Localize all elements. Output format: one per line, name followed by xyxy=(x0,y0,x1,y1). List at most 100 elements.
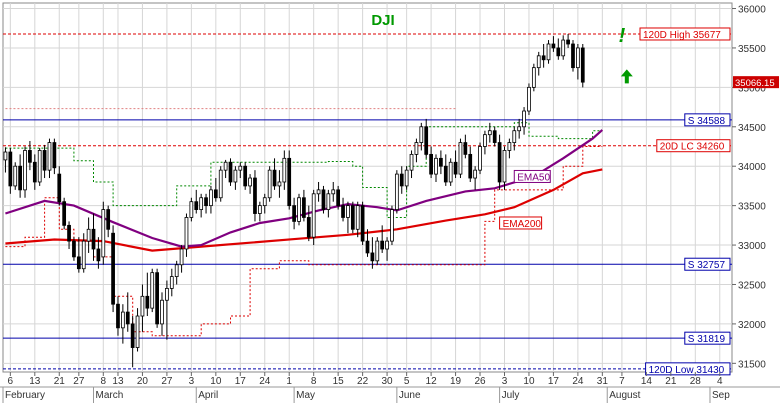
candle-body xyxy=(165,288,169,301)
x-tick-label: 7 xyxy=(619,376,625,387)
candle-body xyxy=(218,169,223,199)
arrow-up-icon xyxy=(620,69,633,84)
candle-body xyxy=(292,205,296,222)
trail-red-line xyxy=(5,146,603,337)
level-label-box xyxy=(645,362,731,376)
candle-body xyxy=(76,256,81,270)
candle-body xyxy=(257,205,262,214)
candle-body xyxy=(297,197,301,222)
candle-body xyxy=(209,189,213,207)
month-label: February xyxy=(5,390,45,401)
candle-body xyxy=(439,157,443,167)
candle-body xyxy=(204,197,208,207)
x-tick-label: 1 xyxy=(286,376,292,387)
candle-body xyxy=(116,303,120,329)
candle-body xyxy=(355,205,360,230)
x-tick-label: 31 xyxy=(597,376,609,387)
x-tick-label: 8 xyxy=(311,376,317,387)
y-tick-label: 34000 xyxy=(738,162,766,173)
y-tick-label: 35500 xyxy=(738,44,766,55)
candle-body xyxy=(13,165,18,187)
candle-body xyxy=(160,299,164,325)
series-label: EMA200 xyxy=(503,219,542,230)
candle-body xyxy=(399,173,404,187)
candle-body xyxy=(3,151,8,161)
y-tick-label: 31500 xyxy=(738,359,766,370)
candle-body xyxy=(434,157,438,175)
candle-body xyxy=(184,217,189,250)
candle-body xyxy=(42,150,47,171)
x-tick-label: 8 xyxy=(101,376,107,387)
candle-body xyxy=(409,153,414,171)
candle-body xyxy=(419,126,424,143)
candle-body xyxy=(546,43,551,61)
candle-body xyxy=(62,201,67,226)
candle-body xyxy=(502,150,507,183)
x-tick-label: 19 xyxy=(450,376,462,387)
level-label: 120D High 35677 xyxy=(643,30,721,41)
x-tick-label: 4 xyxy=(717,376,723,387)
candle-body xyxy=(155,272,159,325)
candle-body xyxy=(463,142,468,155)
candle-body xyxy=(370,252,375,262)
candle-body xyxy=(443,165,448,183)
candle-body xyxy=(111,232,115,305)
candle-body xyxy=(390,209,394,242)
level-label: 20D LC 34260 xyxy=(660,142,725,153)
series-label-box xyxy=(513,169,551,183)
candle-body xyxy=(365,240,370,254)
month-label: Sep xyxy=(712,390,730,401)
level-label: S 31819 xyxy=(688,334,726,345)
y-tick-label: 33000 xyxy=(738,241,766,252)
candle-body xyxy=(282,157,287,183)
candle-body xyxy=(350,205,355,230)
candle-body xyxy=(512,130,517,143)
x-tick-label: 30 xyxy=(382,376,394,387)
candle-body xyxy=(468,153,473,179)
grid-layer xyxy=(2,2,733,373)
candle-body xyxy=(125,311,130,325)
candle-body xyxy=(487,130,492,136)
month-label: May xyxy=(296,390,315,401)
candle-body xyxy=(346,205,350,218)
level-label-box xyxy=(639,27,731,41)
candle-body xyxy=(341,205,345,218)
x-tick-label: 14 xyxy=(641,376,653,387)
y-tick-label: 32000 xyxy=(738,320,766,331)
x-tick-label: 3 xyxy=(189,376,195,387)
candle-body xyxy=(272,169,277,187)
candle-body xyxy=(375,240,380,262)
candle-body xyxy=(72,240,76,258)
candle-body xyxy=(380,240,385,250)
candle-body xyxy=(336,189,341,207)
candle-body xyxy=(106,209,111,230)
candle-body xyxy=(81,240,86,270)
candle-body xyxy=(213,189,218,199)
candles xyxy=(3,33,585,368)
candle-body xyxy=(394,173,399,210)
candle-body xyxy=(473,169,478,179)
candle-body xyxy=(28,150,32,163)
candle-body xyxy=(23,150,27,191)
x-tick-label: 15 xyxy=(333,376,345,387)
level-label-box xyxy=(656,139,731,153)
x-tick-label: 20 xyxy=(137,376,149,387)
y-tick-label: 34500 xyxy=(738,123,766,134)
level-label-box xyxy=(684,257,731,271)
candle-body xyxy=(253,177,257,214)
y-tick-label: 36000 xyxy=(738,5,766,16)
candle-body xyxy=(145,295,150,309)
candle-body xyxy=(233,169,238,183)
exclamation-mark: ! xyxy=(619,25,626,47)
y-tick-label: 32500 xyxy=(738,280,766,291)
trail-green-line xyxy=(5,122,603,218)
candle-body xyxy=(248,177,252,187)
candle-body xyxy=(448,161,453,183)
candle-body xyxy=(497,142,502,183)
candle-body xyxy=(169,276,174,289)
candle-body xyxy=(228,161,233,183)
candle-body xyxy=(199,197,204,210)
candle-body xyxy=(316,189,321,195)
